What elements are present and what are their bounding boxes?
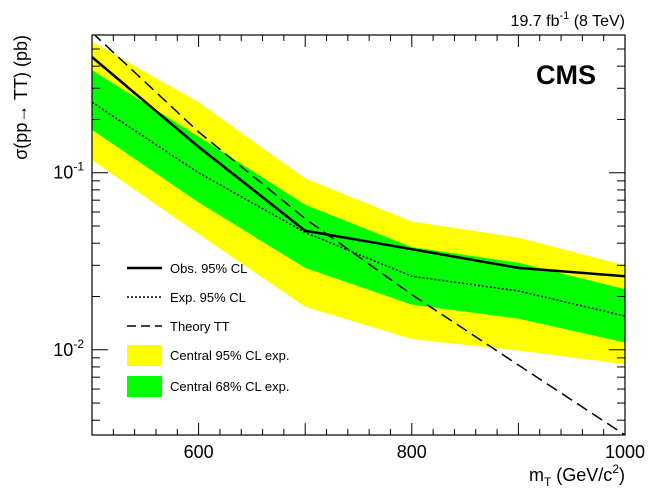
legend-entry-expected: Exp. 95% CL — [127, 290, 246, 305]
y-axis-label: σ(pp→ TT) (pb) — [11, 35, 31, 160]
y-tick-label: 10-2 — [53, 337, 84, 360]
legend-label-expected: Exp. 95% CL — [170, 290, 246, 305]
legend-label-observed: Obs. 95% CL — [170, 261, 247, 276]
legend-entry-observed: Obs. 95% CL — [127, 261, 247, 276]
band-expected-68 — [92, 70, 625, 343]
series-theory-line — [93, 35, 625, 435]
legend-label-band95: Central 95% CL exp. — [170, 348, 289, 363]
x-axis-label: mT (GeV/c2) — [529, 462, 625, 488]
plot-frame — [91, 34, 626, 436]
legend-entry-band68: Central 68% CL exp. — [127, 376, 289, 397]
x-tick-label: 1000 — [605, 442, 645, 462]
y-tick-label: 10-1 — [53, 160, 84, 183]
experiment-label: CMS — [536, 60, 596, 90]
legend-entry-theory: Theory TT — [127, 319, 230, 334]
legend-entry-band95: Central 95% CL exp. — [127, 345, 289, 366]
bands-layer — [92, 41, 625, 365]
legend-label-theory: Theory TT — [170, 319, 230, 334]
series-observed-line — [92, 56, 625, 278]
lumi-label: 19.7 fb-1 (8 TeV) — [511, 10, 625, 30]
legend-box-band68 — [127, 376, 162, 397]
legend-box-band95 — [127, 345, 162, 366]
ticks-layer: 600 800 1000 10-1 10-2 — [53, 35, 645, 462]
legend-label-band68: Central 68% CL exp. — [170, 379, 289, 394]
legend: Obs. 95% CL Exp. 95% CL Theory TT Centra… — [127, 261, 289, 397]
series-layer — [92, 35, 625, 435]
x-tick-label: 600 — [184, 442, 214, 462]
x-tick-label: 800 — [397, 442, 427, 462]
